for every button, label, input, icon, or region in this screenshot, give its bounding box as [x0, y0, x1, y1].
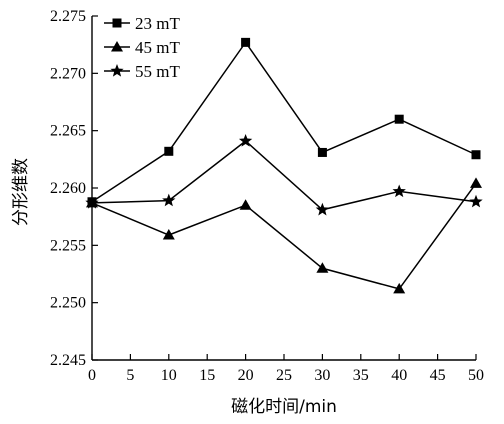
x-tick-label: 10 — [161, 367, 177, 384]
series-layer — [85, 37, 483, 294]
legend-item-45-mt: 45 mT — [104, 38, 180, 57]
data-point-55-mt — [315, 202, 330, 216]
data-point-55-mt — [469, 194, 483, 208]
y-tick-label: 2.250 — [50, 295, 86, 312]
data-point-45-mt — [393, 282, 406, 294]
series-line-45-mt — [91, 182, 477, 290]
legend: 23 mT 45 mT 55 mT — [104, 14, 180, 81]
x-tick-label: 20 — [238, 367, 254, 384]
series-line-55-mt — [91, 140, 477, 211]
data-point-55-mt — [162, 193, 176, 207]
x-tick-label: 0 — [88, 367, 96, 384]
legend-item-23-mt: 23 mT — [104, 14, 180, 33]
data-point-23-mt — [164, 146, 174, 156]
legend-label: 23 mT — [135, 14, 180, 33]
data-point-45-mt — [316, 262, 329, 273]
x-tick-label: 40 — [391, 367, 407, 384]
legend-marker — [110, 64, 124, 77]
data-point-23-mt — [317, 147, 327, 157]
legend-label: 55 mT — [135, 62, 180, 81]
y-tick-label: 2.255 — [50, 237, 86, 254]
data-point-55-mt — [85, 195, 99, 209]
data-point-55-mt — [238, 133, 253, 147]
data-point-23-mt — [471, 150, 481, 160]
x-tick-label: 30 — [314, 367, 330, 384]
x-ticks: 0 5 10 15 20 25 30 35 40 45 50 — [88, 354, 484, 384]
data-point-45-mt — [470, 177, 482, 188]
legend-item-55-mt: 55 mT — [104, 62, 180, 81]
legend-marker — [111, 41, 123, 52]
x-axis-title: 磁化时间/min — [231, 397, 337, 417]
x-tick-label: 15 — [199, 367, 215, 384]
x-tick-label: 50 — [468, 367, 484, 384]
data-point-45-mt — [162, 229, 175, 240]
y-tick-label: 2.245 — [50, 352, 86, 369]
x-tick-label: 5 — [126, 367, 134, 384]
series-55-mt — [85, 133, 483, 216]
legend-marker — [112, 18, 122, 28]
data-point-45-mt — [239, 199, 252, 210]
y-tick-label: 2.265 — [50, 123, 86, 140]
x-tick-label: 25 — [276, 367, 292, 384]
y-tick-label: 2.260 — [50, 180, 86, 197]
legend-label: 45 mT — [135, 38, 180, 57]
data-point-23-mt — [241, 37, 251, 47]
y-tick-label: 2.275 — [50, 8, 86, 25]
x-tick-label: 35 — [353, 367, 369, 384]
y-tick-label: 2.270 — [50, 65, 86, 82]
x-tick-label: 45 — [430, 367, 446, 384]
data-point-55-mt — [392, 184, 406, 198]
data-point-23-mt — [394, 114, 404, 124]
y-axis-title: 分形维数 — [11, 158, 31, 226]
series-line-23-mt — [91, 41, 477, 203]
y-ticks: 2.245 2.250 2.255 2.260 2.265 2.270 2.275 — [50, 8, 98, 369]
